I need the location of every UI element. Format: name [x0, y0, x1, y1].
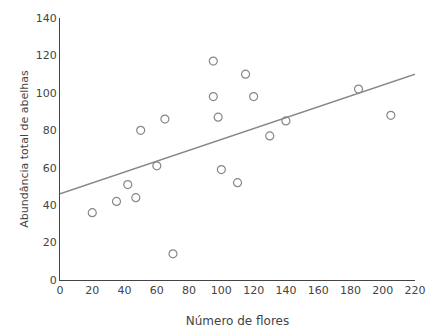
svg-text:Abundância total de abelhas: Abundância total de abelhas	[18, 70, 31, 228]
svg-text:160: 160	[308, 284, 329, 297]
svg-text:100: 100	[211, 284, 232, 297]
svg-text:140: 140	[36, 12, 57, 25]
svg-text:40: 40	[43, 199, 57, 212]
svg-text:120: 120	[243, 284, 264, 297]
svg-text:180: 180	[340, 284, 361, 297]
svg-text:60: 60	[150, 284, 164, 297]
svg-text:80: 80	[43, 124, 57, 137]
svg-text:60: 60	[43, 162, 57, 175]
svg-text:20: 20	[85, 284, 99, 297]
svg-text:100: 100	[36, 87, 57, 100]
svg-text:Número de flores: Número de flores	[186, 314, 290, 328]
svg-text:0: 0	[57, 284, 64, 297]
svg-text:20: 20	[43, 236, 57, 249]
svg-text:120: 120	[36, 49, 57, 62]
svg-text:40: 40	[118, 284, 132, 297]
svg-text:140: 140	[275, 284, 296, 297]
svg-text:0: 0	[50, 274, 57, 287]
svg-text:200: 200	[372, 284, 393, 297]
svg-text:80: 80	[182, 284, 196, 297]
svg-text:220: 220	[405, 284, 426, 297]
